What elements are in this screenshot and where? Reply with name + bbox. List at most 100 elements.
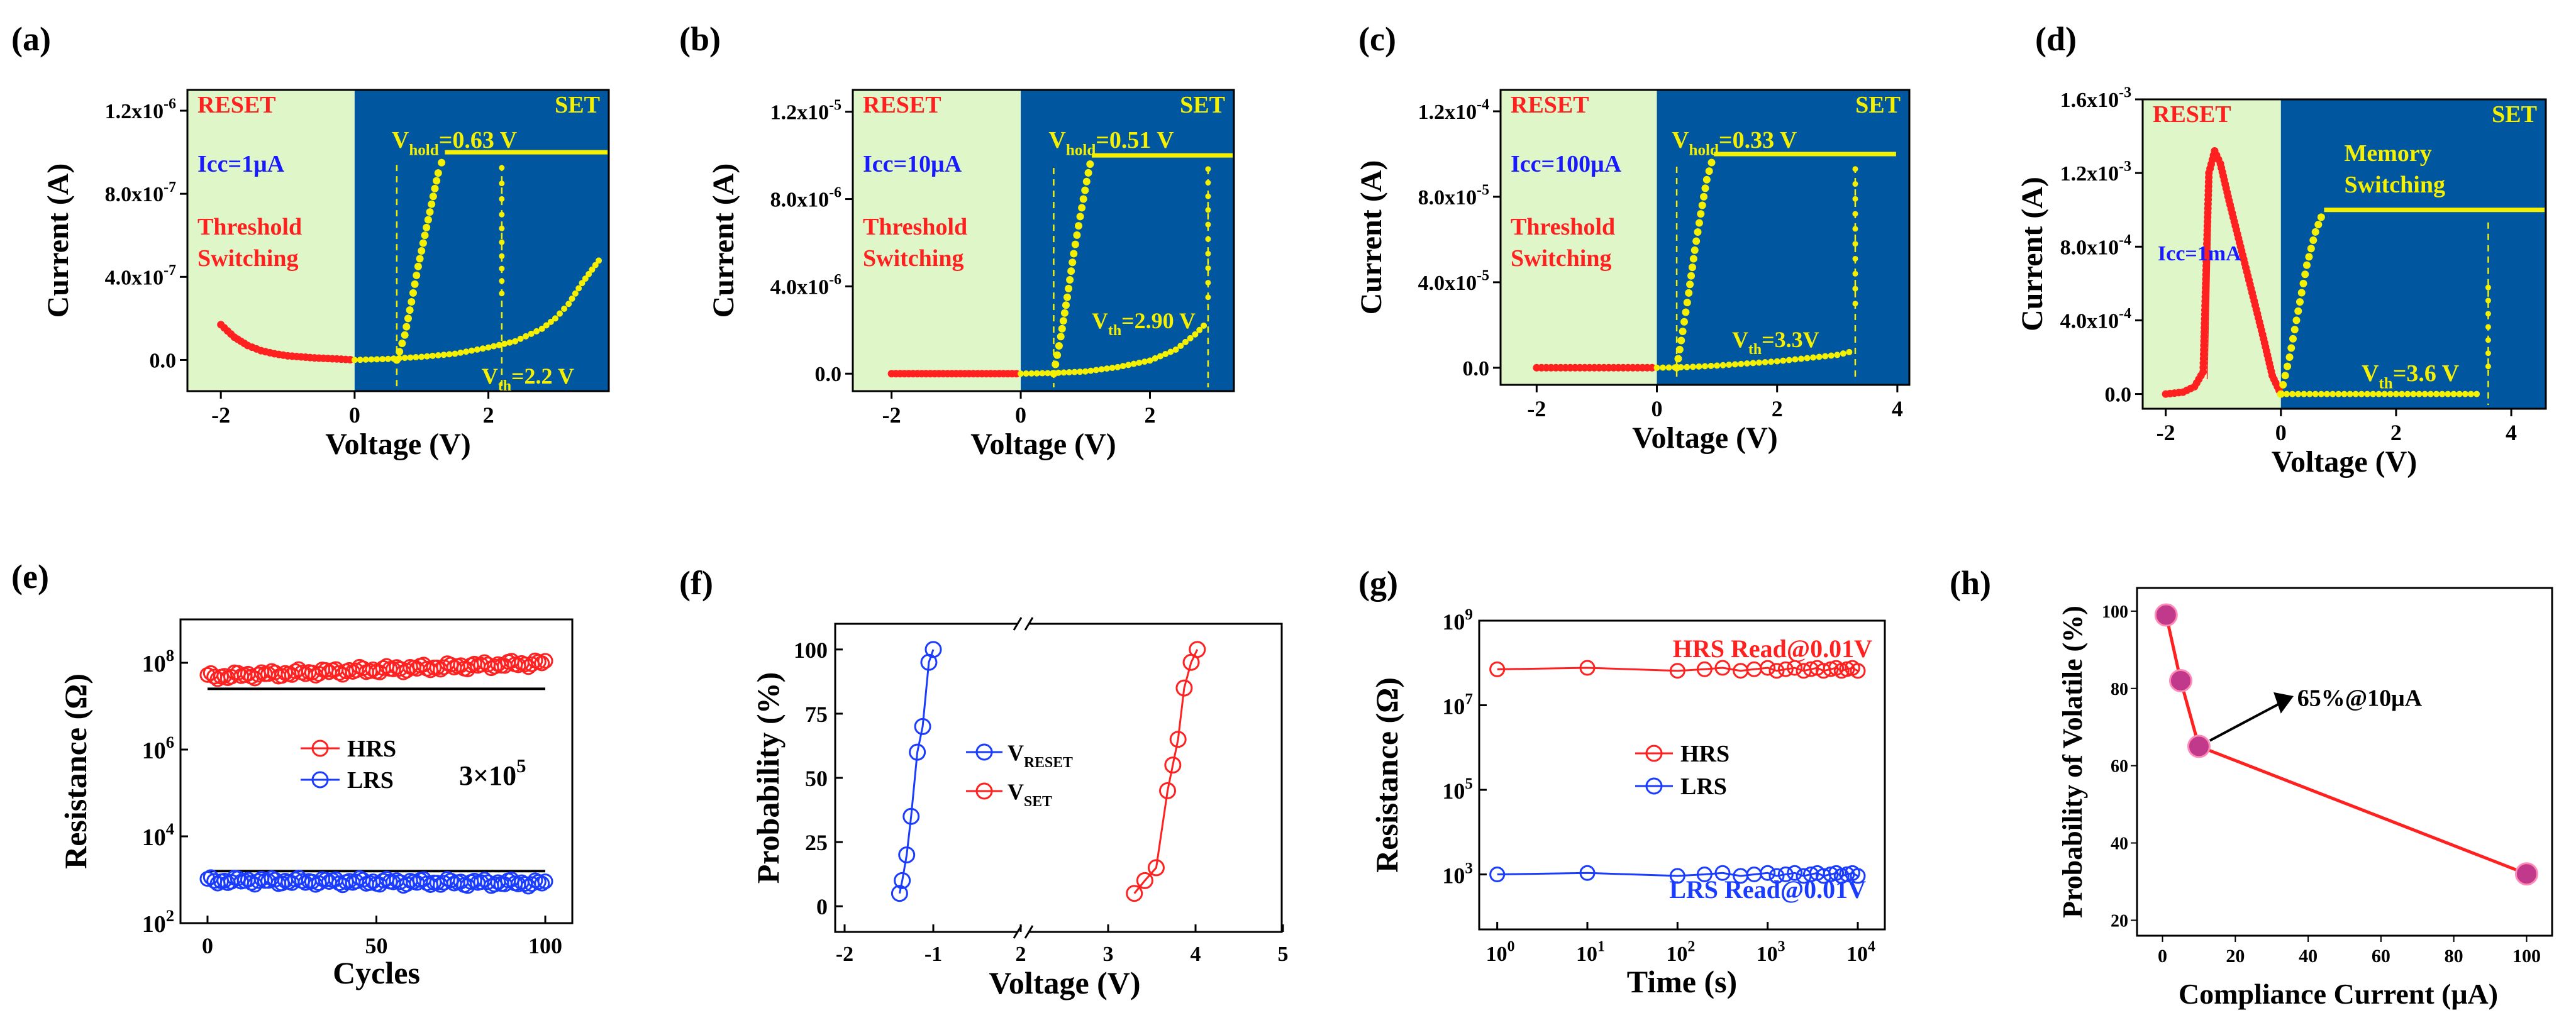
set-point: [512, 338, 519, 345]
set-point: [517, 335, 524, 342]
vth-jump-point: [1205, 221, 1211, 228]
x-axis-label: Cycles: [333, 955, 420, 990]
hold-point: [1705, 167, 1713, 175]
x-tick-label: 4: [1892, 396, 1903, 421]
x-axis-label: Time (s): [1627, 964, 1737, 999]
legend-text: LRS: [347, 767, 394, 794]
set-point: [1785, 357, 1792, 363]
set-point: [1023, 370, 1030, 377]
set-point: [1689, 363, 1696, 370]
hold-point: [2301, 270, 2309, 279]
hold-point: [2299, 279, 2307, 287]
mode-label: Memory: [2345, 140, 2432, 167]
set-point: [2410, 391, 2417, 397]
y-tick-label: 60: [2111, 757, 2128, 777]
hold-point: [2294, 307, 2302, 315]
set-point: [1136, 359, 1143, 366]
set-point: [2387, 391, 2394, 397]
mode-label: Threshold: [863, 214, 967, 240]
hrs-point: [1768, 663, 1785, 679]
hold-point: [414, 262, 422, 270]
y-tick-label: 80: [2111, 680, 2128, 699]
lrs-point: [1787, 865, 1803, 881]
hrs-point: [1850, 663, 1866, 679]
vhold-label: Vhold=0.51 V: [1048, 127, 1174, 158]
panel-label: (b): [679, 20, 721, 58]
hrs-point: [486, 658, 502, 675]
mode-label: Threshold: [1511, 214, 1615, 240]
legend-text: VRESET: [1008, 740, 1073, 771]
hrs-point: [1777, 661, 1794, 677]
set-point: [1804, 355, 1811, 362]
lrs-point: [1579, 865, 1596, 881]
panel-label: (f): [679, 564, 713, 602]
x-tick-label: 2: [1016, 943, 1026, 966]
set-region: [2280, 99, 2546, 409]
lrs-point: [1802, 866, 1819, 882]
y-tick-label: 104: [142, 819, 174, 851]
hold-point: [419, 239, 427, 247]
vth-jump-point: [2485, 311, 2491, 317]
x-tick-label: 101: [1576, 939, 1605, 966]
hold-point: [1694, 228, 1702, 236]
panel-e: 102 104 106 108 0 50 100 Cycles Resistance (Ω) HR…: [58, 618, 574, 990]
hold-point: [2285, 353, 2294, 361]
set-point: [1162, 350, 1169, 357]
set-point: [1743, 360, 1750, 367]
hold-point: [396, 348, 404, 356]
set-point: [1797, 355, 1804, 362]
y-tick-label: 0.0: [1463, 357, 1490, 380]
set-point: [1187, 335, 1194, 341]
mode-label: Switching: [2345, 172, 2445, 198]
v_set-point: [1169, 731, 1187, 748]
vhold-label: Vhold=0.63 V: [392, 127, 518, 158]
hold-point: [1697, 210, 1705, 218]
hold-point: [1692, 237, 1701, 245]
vth-jump-point: [1852, 255, 1858, 262]
set-point: [589, 266, 596, 273]
v_reset-point: [914, 718, 931, 735]
vth-jump-point: [499, 225, 505, 231]
hold-point: [1674, 355, 1682, 363]
y-axis-label: Current (A): [1355, 160, 1388, 315]
vth-jump-point: [1852, 285, 1858, 292]
set-point: [1828, 352, 1835, 359]
axis-break-gap: [1018, 620, 1028, 628]
panel-label: (c): [1358, 20, 1396, 58]
set-point: [1810, 354, 1817, 361]
set-point: [547, 318, 554, 325]
set-point: [592, 262, 599, 269]
set-point: [357, 357, 364, 363]
vth-jump-point: [1852, 196, 1858, 202]
y-tick-label: 4.0x10-5: [1418, 268, 1489, 295]
set-point: [463, 348, 470, 355]
hold-point: [1078, 204, 1086, 212]
set-point: [561, 305, 568, 312]
vth-jump-point: [1205, 294, 1211, 301]
set-point: [1665, 364, 1672, 371]
hrs-point: [1787, 660, 1803, 676]
legend-marker: [1645, 777, 1663, 795]
set-point: [1840, 350, 1846, 357]
annotation-arrow: [2209, 702, 2280, 742]
hold-point: [1702, 175, 1711, 184]
v_reset-point: [898, 846, 916, 863]
set-label: SET: [2492, 101, 2537, 128]
set-point: [1201, 322, 1208, 329]
y-tick-label: 100: [2102, 602, 2128, 622]
vth-label: Vth=3.3V: [1732, 327, 1819, 358]
hold-point: [433, 177, 441, 185]
vth-jump-point: [1205, 250, 1211, 257]
reset-label: RESET: [863, 92, 941, 118]
reset-region: [187, 90, 355, 391]
set-point: [2375, 391, 2382, 397]
compliance-label: Icc=1μA: [197, 151, 285, 177]
set-point: [496, 341, 502, 348]
x-tick-label: -2: [836, 943, 853, 966]
x-axis-label: Voltage (V): [1632, 421, 1778, 455]
set-point: [1192, 331, 1199, 338]
y-axis-label: Probability of Volatile (%): [2057, 606, 2088, 918]
set-label: SET: [555, 92, 600, 118]
hold-point: [1060, 309, 1069, 317]
